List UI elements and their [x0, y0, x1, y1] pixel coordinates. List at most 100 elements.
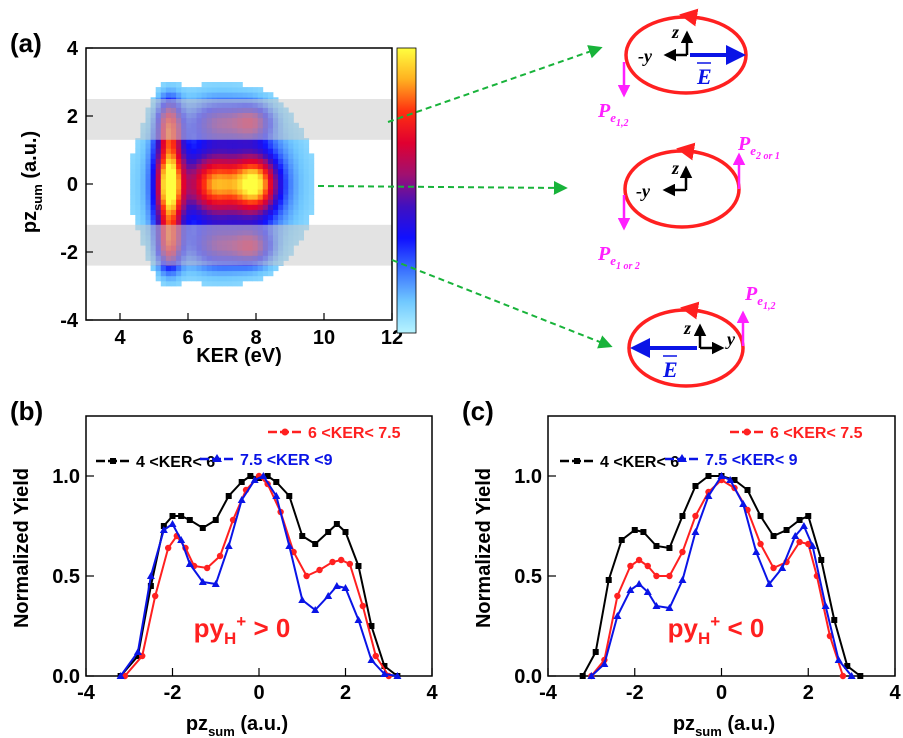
heatmap-cell — [196, 92, 202, 98]
heatmap-cell — [171, 148, 177, 154]
heatmap-cell — [181, 209, 187, 215]
heatmap-cell — [298, 194, 304, 200]
heatmap-cell — [303, 173, 310, 180]
heatmap-cell — [298, 158, 304, 164]
minus-y-label: -y — [638, 46, 653, 66]
data-point — [286, 493, 293, 499]
heatmap-cell — [273, 214, 279, 221]
data-point — [341, 584, 350, 591]
heatmap-cell — [227, 87, 233, 93]
series-line — [124, 474, 390, 677]
heatmap-cell — [293, 178, 299, 185]
heatmap-cell — [145, 214, 151, 221]
heatmap-cell — [165, 275, 172, 282]
heatmap-cell — [283, 209, 289, 215]
heatmap-cell — [155, 270, 162, 277]
heatmap-cell — [257, 148, 264, 154]
heatmap-cell — [206, 199, 213, 205]
panel-a-label: (a) — [10, 28, 42, 58]
heatmap-cell — [222, 270, 228, 277]
data-point — [805, 540, 812, 548]
heatmap-cell — [222, 199, 228, 205]
heatmap-cell — [160, 219, 167, 226]
heatmap-cell — [196, 194, 202, 200]
heatmap-cell — [247, 189, 253, 195]
heatmap-cell — [293, 138, 299, 144]
heatmap-cell — [227, 219, 233, 226]
legend-marker — [574, 458, 580, 464]
data-point — [631, 527, 638, 533]
heatmap-cell — [257, 173, 264, 180]
data-point — [198, 578, 207, 585]
heatmap-cell — [288, 158, 294, 164]
data-point — [133, 648, 142, 655]
heatmap-cell — [242, 189, 248, 195]
data-point — [653, 572, 660, 580]
heatmap-cell — [252, 219, 259, 226]
heatmap-cell — [135, 178, 141, 185]
heatmap-cell — [273, 189, 279, 195]
e-field-label: E — [696, 64, 712, 89]
heatmap-cell — [283, 173, 289, 180]
heatmap-cell — [150, 199, 157, 205]
heatmap-cell — [237, 194, 243, 200]
data-point — [770, 564, 777, 572]
heatmap-cell — [283, 148, 289, 154]
data-point — [691, 528, 700, 535]
heatmap-cell — [140, 199, 146, 205]
heatmap-cell — [171, 280, 177, 287]
heatmap-cell — [303, 219, 310, 226]
heatmap-cell — [262, 194, 269, 200]
data-point — [316, 566, 323, 574]
heatmap-cell — [237, 82, 243, 88]
heatmap-cell — [150, 173, 157, 180]
heatmap-cell — [262, 178, 269, 185]
heatmap-cell — [232, 158, 238, 164]
heatmap-cell — [181, 214, 187, 221]
heatmap-cell — [145, 199, 151, 205]
series-line — [590, 478, 844, 677]
heatmap-cell — [191, 184, 197, 190]
heatmap-cell — [303, 209, 310, 215]
heatmap-cell — [278, 204, 284, 210]
legend: 4 <KER< 6 6 <KER< 7.5 7.5 <KER <9 — [96, 425, 401, 471]
heatmap-cell — [150, 194, 157, 200]
heatmap-cell — [247, 173, 253, 180]
heatmap-cell — [298, 184, 304, 190]
heatmap-cell — [303, 199, 310, 205]
heatmap-cell — [237, 209, 243, 215]
heatmap-cell — [252, 184, 259, 190]
heatmap-cell — [298, 189, 304, 195]
legend-label: 4 <KER< 6 — [600, 454, 679, 471]
heatmap-cell — [206, 189, 213, 195]
heatmap-cell — [216, 209, 223, 215]
heatmap-cell — [206, 173, 213, 180]
series-line — [119, 474, 399, 677]
heatmap-cell — [242, 168, 248, 175]
heatmap-cell — [283, 138, 289, 144]
data-point — [272, 492, 281, 499]
data-point — [726, 476, 735, 483]
heatmap-cell — [227, 204, 233, 210]
heatmap-cell — [216, 275, 223, 282]
heatmap-cell — [140, 153, 146, 159]
heatmap-cell — [130, 158, 136, 164]
heatmap-cell — [186, 265, 192, 272]
heatmap-cell — [273, 194, 279, 200]
heatmap-cell — [176, 178, 182, 185]
heatmap-cell — [191, 189, 197, 195]
heatmap-cell — [216, 219, 223, 226]
heatmap-cell — [176, 199, 182, 205]
data-point — [329, 558, 336, 566]
data-point — [635, 556, 643, 564]
heatmap-cell — [257, 204, 264, 210]
y-tick-label: 2 — [67, 106, 78, 128]
heatmap-cell — [232, 219, 238, 226]
heatmap-cell — [145, 138, 151, 144]
heatmap-cell — [181, 275, 187, 282]
heatmap-cell — [201, 219, 208, 226]
heatmap-cell — [242, 158, 248, 164]
heatmap-cell — [176, 148, 182, 154]
heatmap-cell — [242, 143, 248, 149]
heatmap-cell — [171, 153, 177, 159]
